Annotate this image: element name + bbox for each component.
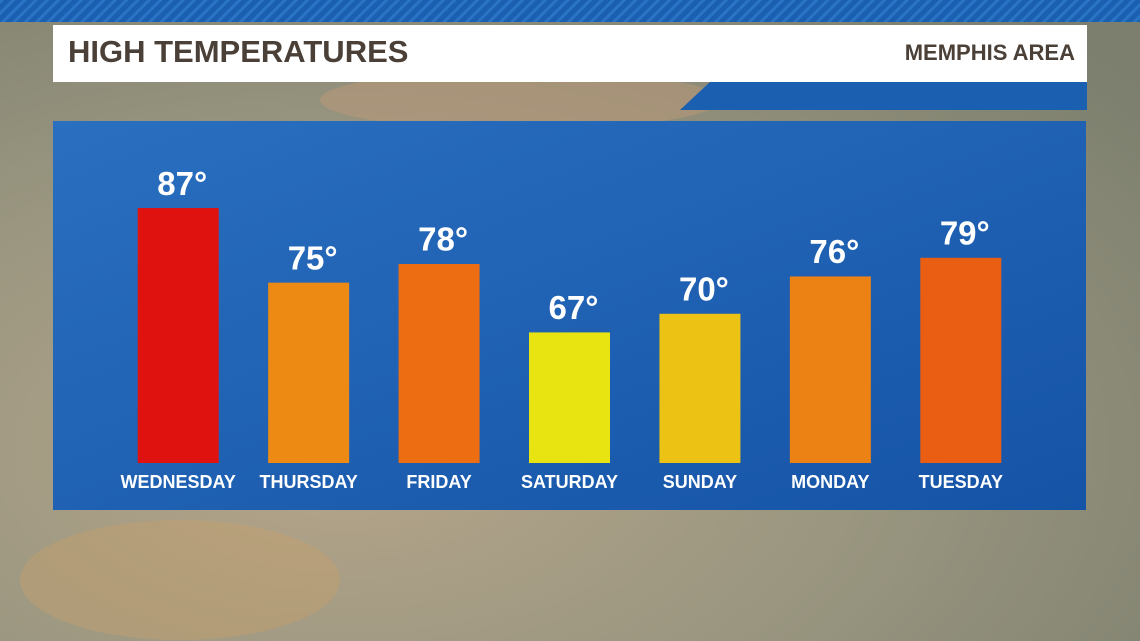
value-label: 75° <box>288 239 338 276</box>
bar <box>529 332 610 463</box>
bar <box>789 276 871 463</box>
value-label: 87° <box>157 165 207 202</box>
title-accent <box>680 82 1087 110</box>
x-tick-label: FRIDAY <box>406 472 471 492</box>
background-blur <box>320 70 720 130</box>
x-tick-label: WEDNESDAY <box>121 472 236 492</box>
bar <box>659 313 741 463</box>
x-tick-label: MONDAY <box>791 472 869 492</box>
x-tick-label: SATURDAY <box>521 472 618 492</box>
value-label: 76° <box>809 233 859 270</box>
value-label: 79° <box>940 215 990 252</box>
chart-title: HIGH TEMPERATURES <box>68 34 408 69</box>
value-label: 78° <box>418 221 468 258</box>
value-label: 67° <box>549 289 599 326</box>
bar <box>268 282 350 463</box>
x-tick-label: TUESDAY <box>919 472 1003 492</box>
x-tick-label: THURSDAY <box>259 472 357 492</box>
background-blur <box>20 520 340 640</box>
x-tick-label: SUNDAY <box>663 472 737 492</box>
title-bar <box>53 25 1087 82</box>
value-label: 70° <box>679 270 729 307</box>
bar <box>137 208 219 463</box>
bar <box>920 257 1002 463</box>
bar <box>398 264 480 463</box>
chart-subtitle: MEMPHIS AREA <box>905 40 1075 65</box>
top-stripe <box>0 0 1140 22</box>
